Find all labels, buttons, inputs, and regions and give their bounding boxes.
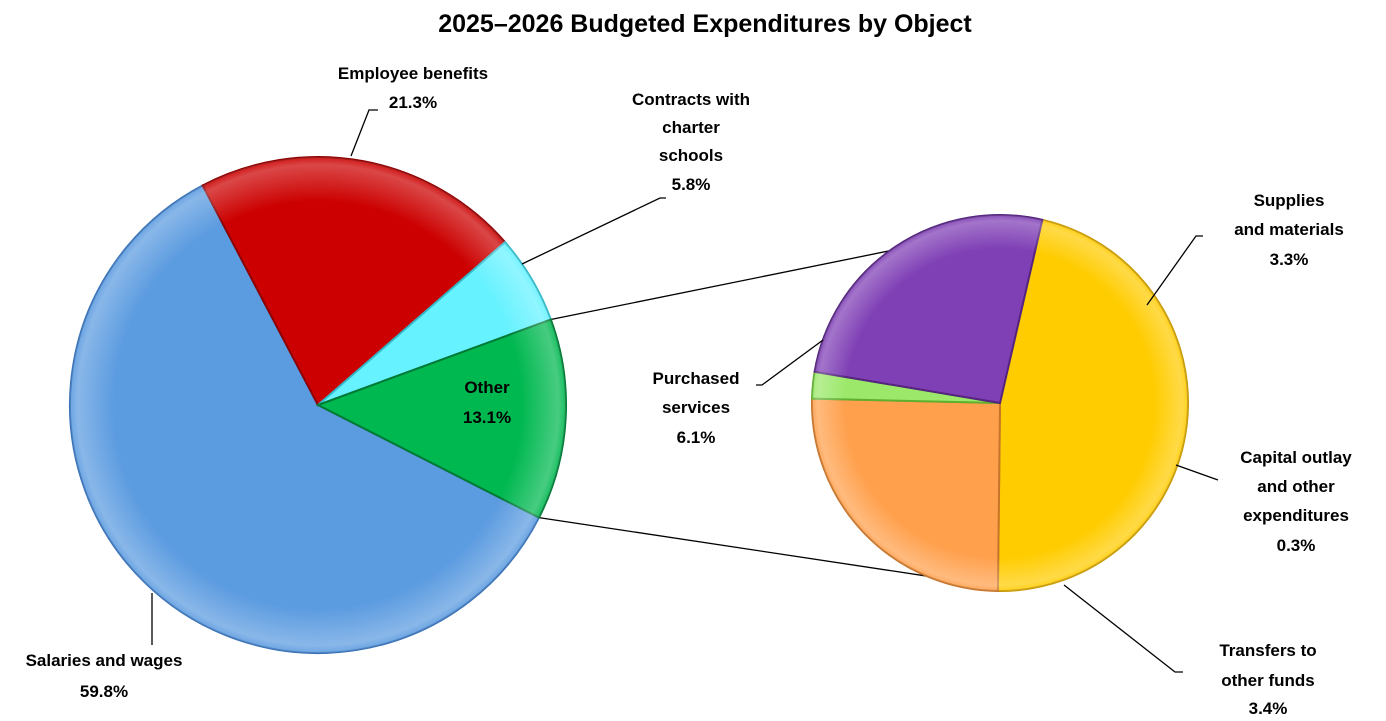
label-charter-value: 5.8% [672, 175, 711, 194]
slice-label-benefits: Employee benefits 21.3% [338, 64, 488, 112]
slice-label-transfers: Transfers to other funds 3.4% [1219, 641, 1316, 718]
label-salaries-name: Salaries and wages [26, 651, 183, 670]
leader-purchased [756, 339, 824, 386]
leader-capital [1175, 464, 1219, 481]
label-transfers-value: 3.4% [1249, 699, 1288, 718]
label-capital-value: 0.3% [1277, 536, 1316, 555]
slice-label-charter: Contracts with charter schools 5.8% [632, 90, 750, 194]
label-purchased-value: 6.1% [677, 428, 716, 447]
slice-label-salaries: Salaries and wages 59.8% [26, 651, 183, 701]
label-transfers-line1: Transfers to [1219, 641, 1316, 660]
secondary-gloss [812, 215, 1188, 591]
label-other-value: 13.1% [463, 408, 511, 427]
label-capital-line1: Capital outlay [1240, 448, 1352, 467]
label-supplies-line2: and materials [1234, 220, 1344, 239]
leader-lines [151, 109, 1219, 673]
slice-label-supplies: Supplies and materials 3.3% [1234, 191, 1344, 269]
slice-label-purchased: Purchased services 6.1% [653, 369, 740, 447]
label-purchased-line1: Purchased [653, 369, 740, 388]
leader-transfers [1063, 584, 1183, 673]
main-gloss [70, 157, 566, 653]
label-supplies-value: 3.3% [1270, 250, 1309, 269]
leader-charter [521, 197, 666, 265]
leader-benefits [350, 109, 378, 157]
label-benefits-name: Employee benefits [338, 64, 488, 83]
label-capital-line2: and other [1257, 477, 1335, 496]
secondary-pie [811, 214, 1189, 593]
main-pie [69, 156, 567, 654]
label-transfers-line2: other funds [1221, 671, 1315, 690]
label-charter-line1: Contracts with [632, 90, 750, 109]
slice-label-capital: Capital outlay and other expenditures 0.… [1240, 448, 1352, 555]
label-benefits-value: 21.3% [389, 93, 437, 112]
label-charter-line2: charter [662, 118, 720, 137]
chart-title: 2025–2026 Budgeted Expenditures by Objec… [438, 10, 972, 38]
label-charter-line3: schools [659, 146, 723, 165]
leader-supplies [1146, 235, 1203, 306]
slice-label-other: Other 13.1% [463, 378, 511, 427]
label-other-name: Other [464, 378, 510, 397]
connector-bottom [538, 516, 927, 577]
label-salaries-value: 59.8% [80, 682, 128, 701]
label-supplies-line1: Supplies [1254, 191, 1325, 210]
label-purchased-line2: services [662, 398, 730, 417]
label-capital-line3: expenditures [1243, 506, 1349, 525]
